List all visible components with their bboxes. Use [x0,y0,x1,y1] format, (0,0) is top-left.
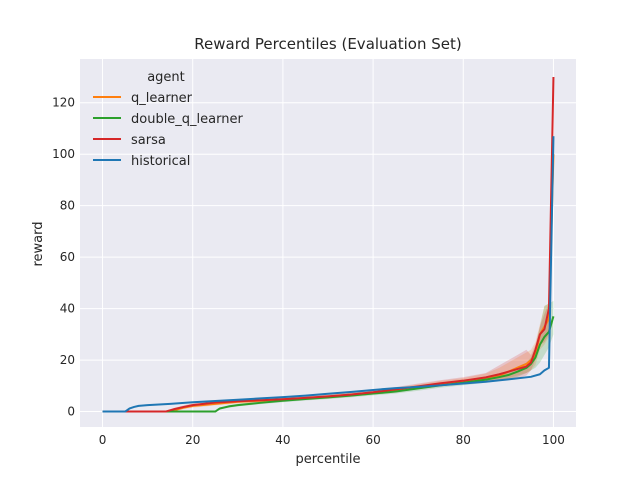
x-tick-label: 100 [542,433,565,447]
x-tick-label: 80 [456,433,471,447]
double-q-learner-legend-label: double_q_learner [131,112,243,127]
q-learner-legend-label: q_learner [131,91,193,106]
x-tick-label: 40 [275,433,290,447]
y-tick-label: 20 [60,353,75,367]
chart-title: Reward Percentiles (Evaluation Set) [194,35,461,53]
x-axis-ticks: 0 20 40 60 80 100 [99,433,565,447]
legend-title: agent [147,70,185,85]
gridlines [80,59,576,427]
y-axis-label: reward [31,221,46,266]
series-lines [102,76,555,413]
x-tick-label: 60 [365,433,380,447]
y-tick-label: 100 [52,147,75,161]
sarsa-line [102,76,555,413]
y-tick-label: 120 [52,96,75,110]
y-axis-ticks: 0 20 40 60 80 100 120 [52,96,75,419]
y-tick-label: 40 [60,302,75,316]
plot-area [80,59,576,427]
historical-line [102,136,555,413]
x-tick-label: 20 [185,433,200,447]
y-tick-label: 0 [67,405,75,419]
sarsa-legend-label: sarsa [131,133,166,148]
y-tick-label: 60 [60,250,75,264]
historical-legend-label: historical [131,154,190,169]
x-axis-label: percentile [295,452,360,467]
sarsa-band [102,77,554,412]
x-tick-label: 0 [99,433,107,447]
y-tick-label: 80 [60,199,75,213]
